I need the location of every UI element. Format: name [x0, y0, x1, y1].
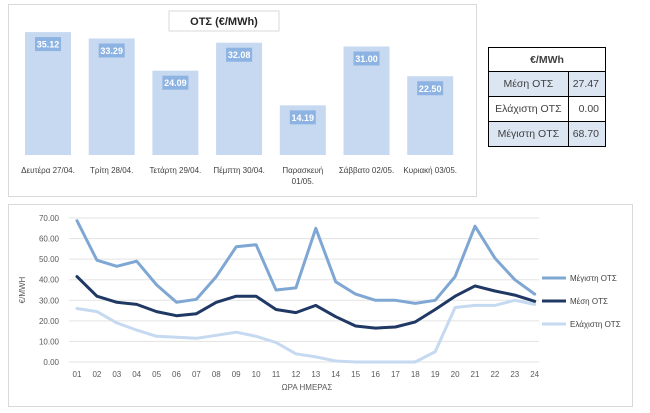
summary-row-mean: Μέση ΟΤΣ 27.47 [488, 71, 607, 97]
x-tick-label: 13 [311, 370, 320, 379]
daily-bar-chart-panel: ΟΤΣ (€/MWh) 35.12 Δευτέρα 27/04. 33.29 Τρίτη… [8, 4, 477, 197]
bar-category-label: Τετάρτη 29/04. [150, 166, 202, 175]
bar-value-label: 33.29 [100, 46, 123, 56]
bar-value-label-box [417, 81, 444, 96]
bar-value-label: 24.09 [164, 78, 187, 88]
x-tick-label: 04 [132, 370, 141, 379]
bar-category-label: Τρίτη 28/04. [90, 166, 133, 175]
x-tick-label: 15 [351, 370, 360, 379]
y-tick-label: 30.00 [39, 296, 60, 305]
bar-category-label: Δευτέρα 27/04. [21, 166, 75, 175]
x-tick-label: 02 [92, 370, 101, 379]
y-tick-label: 70.00 [39, 214, 60, 223]
summary-table: €/MWh Μέση ΟΤΣ 27.47 Ελάχιστη ΟΤΣ 0.00 Μ… [488, 47, 607, 147]
x-tick-label: 20 [451, 370, 460, 379]
y-tick-label: 20.00 [39, 317, 60, 326]
legend-label: Μέση ΟΤΣ [570, 297, 608, 306]
x-tick-label: 07 [192, 370, 201, 379]
summary-row-label: Μέση ΟΤΣ [488, 71, 569, 97]
bar-chart-title-box [168, 10, 280, 32]
daily-bar-chart: ΟΤΣ (€/MWh) 35.12 Δευτέρα 27/04. 33.29 Τρίτη… [21, 10, 457, 186]
y-tick-label: 10.00 [39, 337, 60, 346]
summary-row-label: Ελάχιστη ΟΤΣ [488, 96, 569, 122]
hourly-line-chart-panel: 0.00 10.00 20.00 30.00 40.00 50.00 60.00 70.00 0… [8, 204, 633, 407]
series-line [75, 275, 537, 330]
summary-row-value: 27.47 [567, 71, 607, 97]
x-tick-label: 10 [252, 370, 261, 379]
y-tick-label: 60.00 [39, 235, 60, 244]
y-tick-label: 0.00 [43, 358, 59, 367]
bar-value-label: 14.19 [292, 113, 315, 123]
x-axis-title: ΩΡΑ ΗΜΕΡΑΣ [282, 383, 333, 392]
legend-label: Μέγιστη ΟΤΣ [570, 274, 617, 283]
summary-table-header-row: €/MWh [488, 47, 606, 72]
x-tick-label: 01 [73, 370, 82, 379]
x-tick-label: 08 [212, 370, 221, 379]
bar [25, 32, 71, 155]
summary-row-value: 68.70 [567, 121, 607, 147]
summary-row-min: Ελάχιστη ΟΤΣ 0.00 [488, 96, 607, 122]
bar-chart-title: ΟΤΣ (€/MWh) [190, 16, 258, 28]
bar-category-label: Παρασκευή 01/05. [282, 166, 323, 186]
summary-row-max: Μέγιστη ΟΤΣ 68.70 [488, 121, 607, 147]
summary-table-header: €/MWh [488, 47, 606, 72]
bar-value-label-box [289, 110, 316, 125]
bar-value-label-box [162, 75, 189, 90]
legend-label: Ελάχιστη ΟΤΣ [570, 320, 621, 329]
bar-value-label: 22.50 [419, 84, 442, 94]
series-line [75, 219, 537, 305]
x-tick-label: 22 [490, 370, 499, 379]
x-tick-label: 21 [471, 370, 480, 379]
summary-row-label: Μέγιστη ΟΤΣ [488, 121, 569, 147]
bar-value-label-box [98, 43, 125, 58]
y-tick-label: 50.00 [39, 255, 60, 264]
x-tick-label: 14 [331, 370, 340, 379]
x-tick-label: 23 [510, 370, 519, 379]
y-axis-title: €/MWH [18, 276, 27, 303]
bar-category-label: Κυριακή 03/05. [403, 166, 457, 175]
x-tick-label: 11 [272, 370, 281, 379]
x-tick-label: 18 [411, 370, 420, 379]
summary-row-value: 0.00 [567, 96, 607, 122]
x-tick-label: 16 [371, 370, 380, 379]
bar-value-label-box [35, 37, 61, 52]
bar-category-label: Πέμπτη 30/04. [213, 166, 265, 175]
x-tick-label: 06 [172, 370, 181, 379]
y-tick-label: 40.00 [39, 276, 60, 285]
bar-category-label: Σάββατο 02/05. [339, 166, 394, 175]
x-tick-label: 05 [152, 370, 161, 379]
hourly-line-chart: 0.00 10.00 20.00 30.00 40.00 50.00 60.00 70.00 0… [18, 214, 621, 392]
bar-value-label-box [226, 47, 253, 62]
x-tick-label: 24 [530, 370, 539, 379]
x-tick-label: 03 [112, 370, 121, 379]
series-line [75, 298, 537, 364]
bar [88, 38, 135, 155]
bar-value-label: 31.00 [355, 54, 378, 64]
x-tick-label: 12 [291, 370, 300, 379]
bar-value-label: 32.08 [228, 50, 251, 60]
bar-value-label-box [353, 51, 380, 66]
x-tick-label: 17 [391, 370, 400, 379]
x-tick-label: 09 [232, 370, 241, 379]
x-tick-label: 19 [431, 370, 440, 379]
bar-value-label: 35.12 [37, 40, 60, 50]
bar-chart-title-group: ΟΤΣ (€/MWh) [168, 10, 280, 32]
